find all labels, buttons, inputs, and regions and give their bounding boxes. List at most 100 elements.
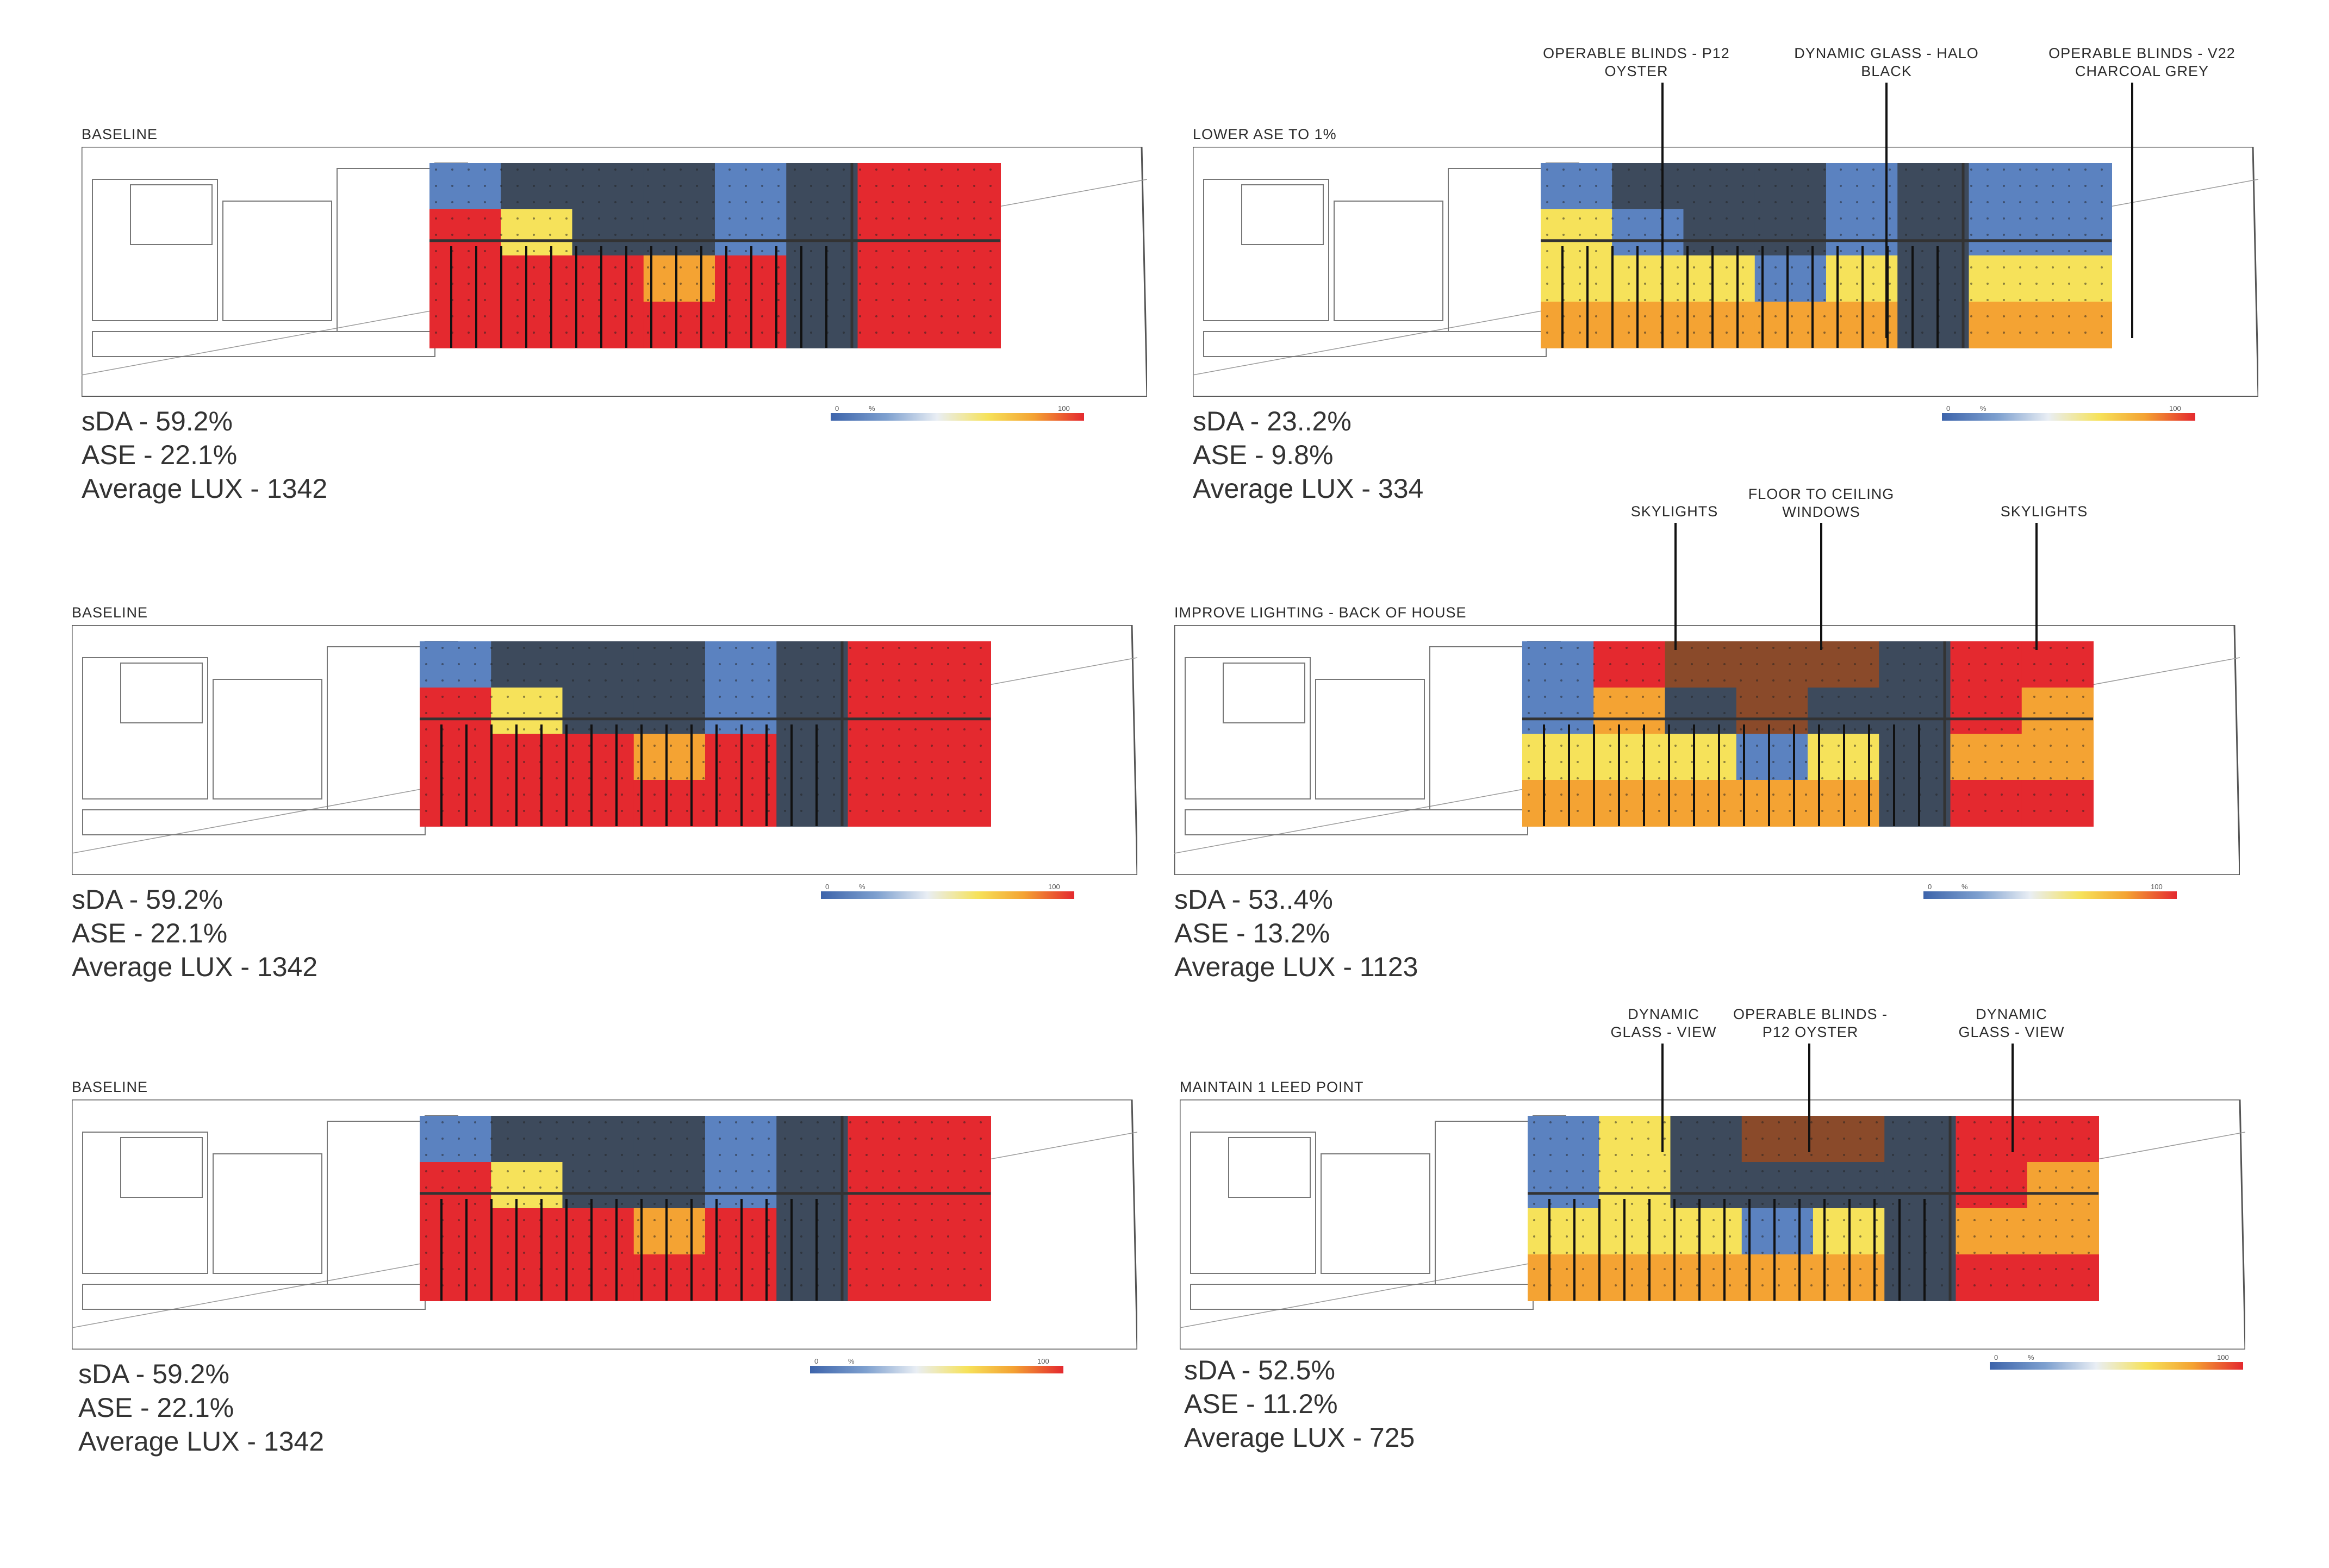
ase-value: ASE - 9.8% [1193,440,1334,470]
mullions [1561,246,1939,348]
legend-max: 100 [1058,404,1070,413]
panel-title: MAINTAIN 1 LEED POINT [1180,1079,1364,1095]
callout-operable-blinds-p12-oyster: OPERABLE BLINDS - P12 OYSTER [1733,1006,1888,1040]
heat-cell [1879,641,1951,688]
heat-cell [2027,1162,2099,1209]
heat-cell [633,1208,706,1255]
panel-title: BASELINE [72,604,148,621]
lux-value: Average LUX - 334 [1193,473,1424,504]
legend-gradient [831,413,1084,421]
legend-max: 100 [1048,883,1060,891]
heat-cell [1736,688,1808,734]
heat-cell [1754,302,1827,348]
color-legend: 0 % 100 [831,404,1084,421]
heat-cell [1741,1208,1814,1255]
heat-cell [1541,209,1613,256]
plan-drawing [1174,625,2240,875]
callout-leader-line [1808,1044,1810,1152]
metrics: sDA - 59.2% ASE - 22.1% Average LUX - 13… [72,883,317,984]
heat-cell [2021,688,2094,734]
walls [1528,1116,2098,1301]
heat-cell [1522,780,1595,827]
heat-cell [491,734,563,780]
color-legend: 0 % 100 [1990,1353,2243,1370]
panel-title: IMPROVE LIGHTING - BACK OF HOUSE [1174,604,1467,621]
sda-value: sDA - 52.5% [1184,1355,1335,1385]
heat-cell [776,734,849,780]
heat-cell [633,688,706,734]
sda-value: sDA - 59.2% [78,1359,229,1389]
legend-min: 0 [1946,404,1951,413]
panel-title: BASELINE [72,1079,148,1095]
heat-cell [420,1162,492,1209]
heat-cell [705,1116,777,1163]
heat-cell [1950,780,2022,827]
sensor-grid [435,168,992,334]
panel-baseline-2: BASELINE sDA - 59.2% ASE - 22.1% Average… [72,604,1137,1094]
legend-unit: % [2028,1353,2034,1361]
callout-operable-blinds-v22: OPERABLE BLINDS - V22 CHARCOAL GREY [2048,45,2235,79]
ase-value: ASE - 22.1% [78,1392,234,1423]
heat-cell [1522,734,1595,780]
callout-leader-line [2035,523,2038,650]
heat-cell [1665,688,1737,734]
heat-cell [643,209,715,256]
legend-gradient [1942,413,2195,421]
heat-cell [1879,734,1951,780]
ase-value: ASE - 22.1% [72,918,228,948]
sensor-grid [425,647,982,812]
heat-cell [786,255,858,302]
heat-cell [1541,163,1613,210]
heatmap-zones [429,163,1001,348]
heat-cell [643,255,715,302]
unlit-rooms [82,641,458,835]
heat-cell [919,734,991,780]
heat-cell [1665,780,1737,827]
plan-drawing [72,1100,1137,1350]
heat-cell [786,302,858,348]
walls [429,163,1000,348]
ase-value: ASE - 13.2% [1174,918,1330,948]
heat-cell [1879,780,1951,827]
sda-value: sDA - 59.2% [82,406,233,436]
heat-cell [1612,302,1684,348]
metrics: sDA - 59.2% ASE - 22.1% Average LUX - 13… [78,1357,324,1458]
heat-cell [633,780,706,827]
heat-cell [1897,255,1970,302]
sensor-grid [425,1121,982,1286]
heat-cell [1813,1116,1885,1163]
legend-unit: % [1961,883,1968,891]
heat-cell [1541,255,1613,302]
sda-value: sDA - 23..2% [1193,406,1352,436]
heat-cell [562,1162,634,1209]
callout-skylights-left: SKYLIGHTS [1630,503,1718,520]
heat-cell [2027,1208,2099,1255]
panel-lower-ase: LOWER ASE TO 1% sDA - 23..2% ASE - 9.8% … [1193,126,2258,615]
panel-maintain-leed: MAINTAIN 1 LEED POINT sDA - 52.5% ASE - … [1180,1079,2245,1568]
lux-value: Average LUX - 1342 [82,473,328,504]
heat-cell [491,641,563,688]
heat-cell [776,641,849,688]
legend-gradient [1990,1362,2243,1370]
heat-cell [633,641,706,688]
walls [1522,641,2093,826]
heat-cell [1528,1254,1600,1301]
heat-cell [1541,302,1613,348]
lux-value: Average LUX - 1123 [1174,952,1418,982]
legend-unit: % [848,1357,855,1365]
heat-cell [420,1254,492,1301]
heat-cell [420,780,492,827]
plan-drawing [1193,147,2258,397]
mullions [450,246,827,348]
heat-cell [1741,1116,1814,1163]
heat-cell [1599,1162,1671,1209]
heat-cell [2040,302,2112,348]
heat-cell [429,209,502,256]
walls [420,641,991,826]
legend-min: 0 [825,883,830,891]
heat-cell [633,1254,706,1301]
heat-cell [929,302,1001,348]
heat-cell [2021,780,2094,827]
floor-plan-heatmap [1180,1100,2245,1350]
callout-leader-line [1820,523,1822,650]
